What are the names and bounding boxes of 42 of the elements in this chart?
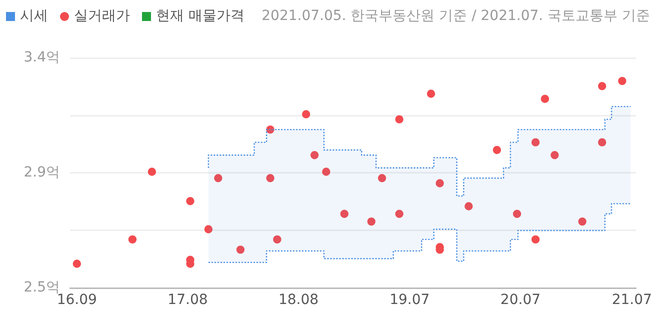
point bbox=[128, 235, 137, 244]
point bbox=[266, 125, 274, 134]
point bbox=[436, 179, 444, 188]
y-tick-label: 2.9억 bbox=[24, 164, 60, 181]
point bbox=[378, 174, 386, 182]
point bbox=[598, 82, 606, 90]
x-tick-label: 19.07 bbox=[390, 292, 430, 308]
point bbox=[340, 210, 348, 218]
point bbox=[273, 235, 282, 244]
point bbox=[550, 151, 559, 160]
x-tick-label: 18.08 bbox=[278, 292, 319, 308]
x-tick-label: 20.07 bbox=[500, 292, 541, 308]
point bbox=[598, 138, 606, 146]
point bbox=[540, 94, 550, 103]
point bbox=[531, 138, 540, 146]
y-tick-label: 3.4억 bbox=[24, 50, 60, 66]
point bbox=[367, 217, 376, 226]
legend-label: 현재 매물가격 bbox=[156, 7, 244, 25]
legend-label: 시세 bbox=[20, 7, 48, 25]
point bbox=[492, 146, 502, 154]
point bbox=[302, 110, 310, 118]
legend-label: 실거래가 bbox=[74, 7, 130, 25]
point bbox=[72, 260, 82, 268]
x-tick-label: 17.08 bbox=[168, 292, 208, 308]
point bbox=[204, 225, 213, 234]
text: 2021.07.05. 한국부동산원 기준 / 2021.07. 국토교통부 기준 bbox=[262, 7, 650, 25]
point bbox=[512, 210, 522, 218]
point bbox=[186, 197, 194, 206]
point bbox=[266, 174, 274, 182]
point bbox=[310, 151, 319, 160]
point bbox=[236, 246, 245, 254]
point bbox=[618, 76, 626, 86]
point bbox=[395, 115, 404, 124]
point bbox=[464, 202, 473, 210]
point bbox=[148, 168, 156, 176]
x-tick-label: 21.07 bbox=[612, 292, 652, 308]
point bbox=[214, 174, 222, 182]
point bbox=[531, 235, 540, 244]
point bbox=[426, 90, 436, 98]
point bbox=[322, 168, 330, 176]
point bbox=[578, 217, 586, 226]
point bbox=[395, 210, 404, 218]
